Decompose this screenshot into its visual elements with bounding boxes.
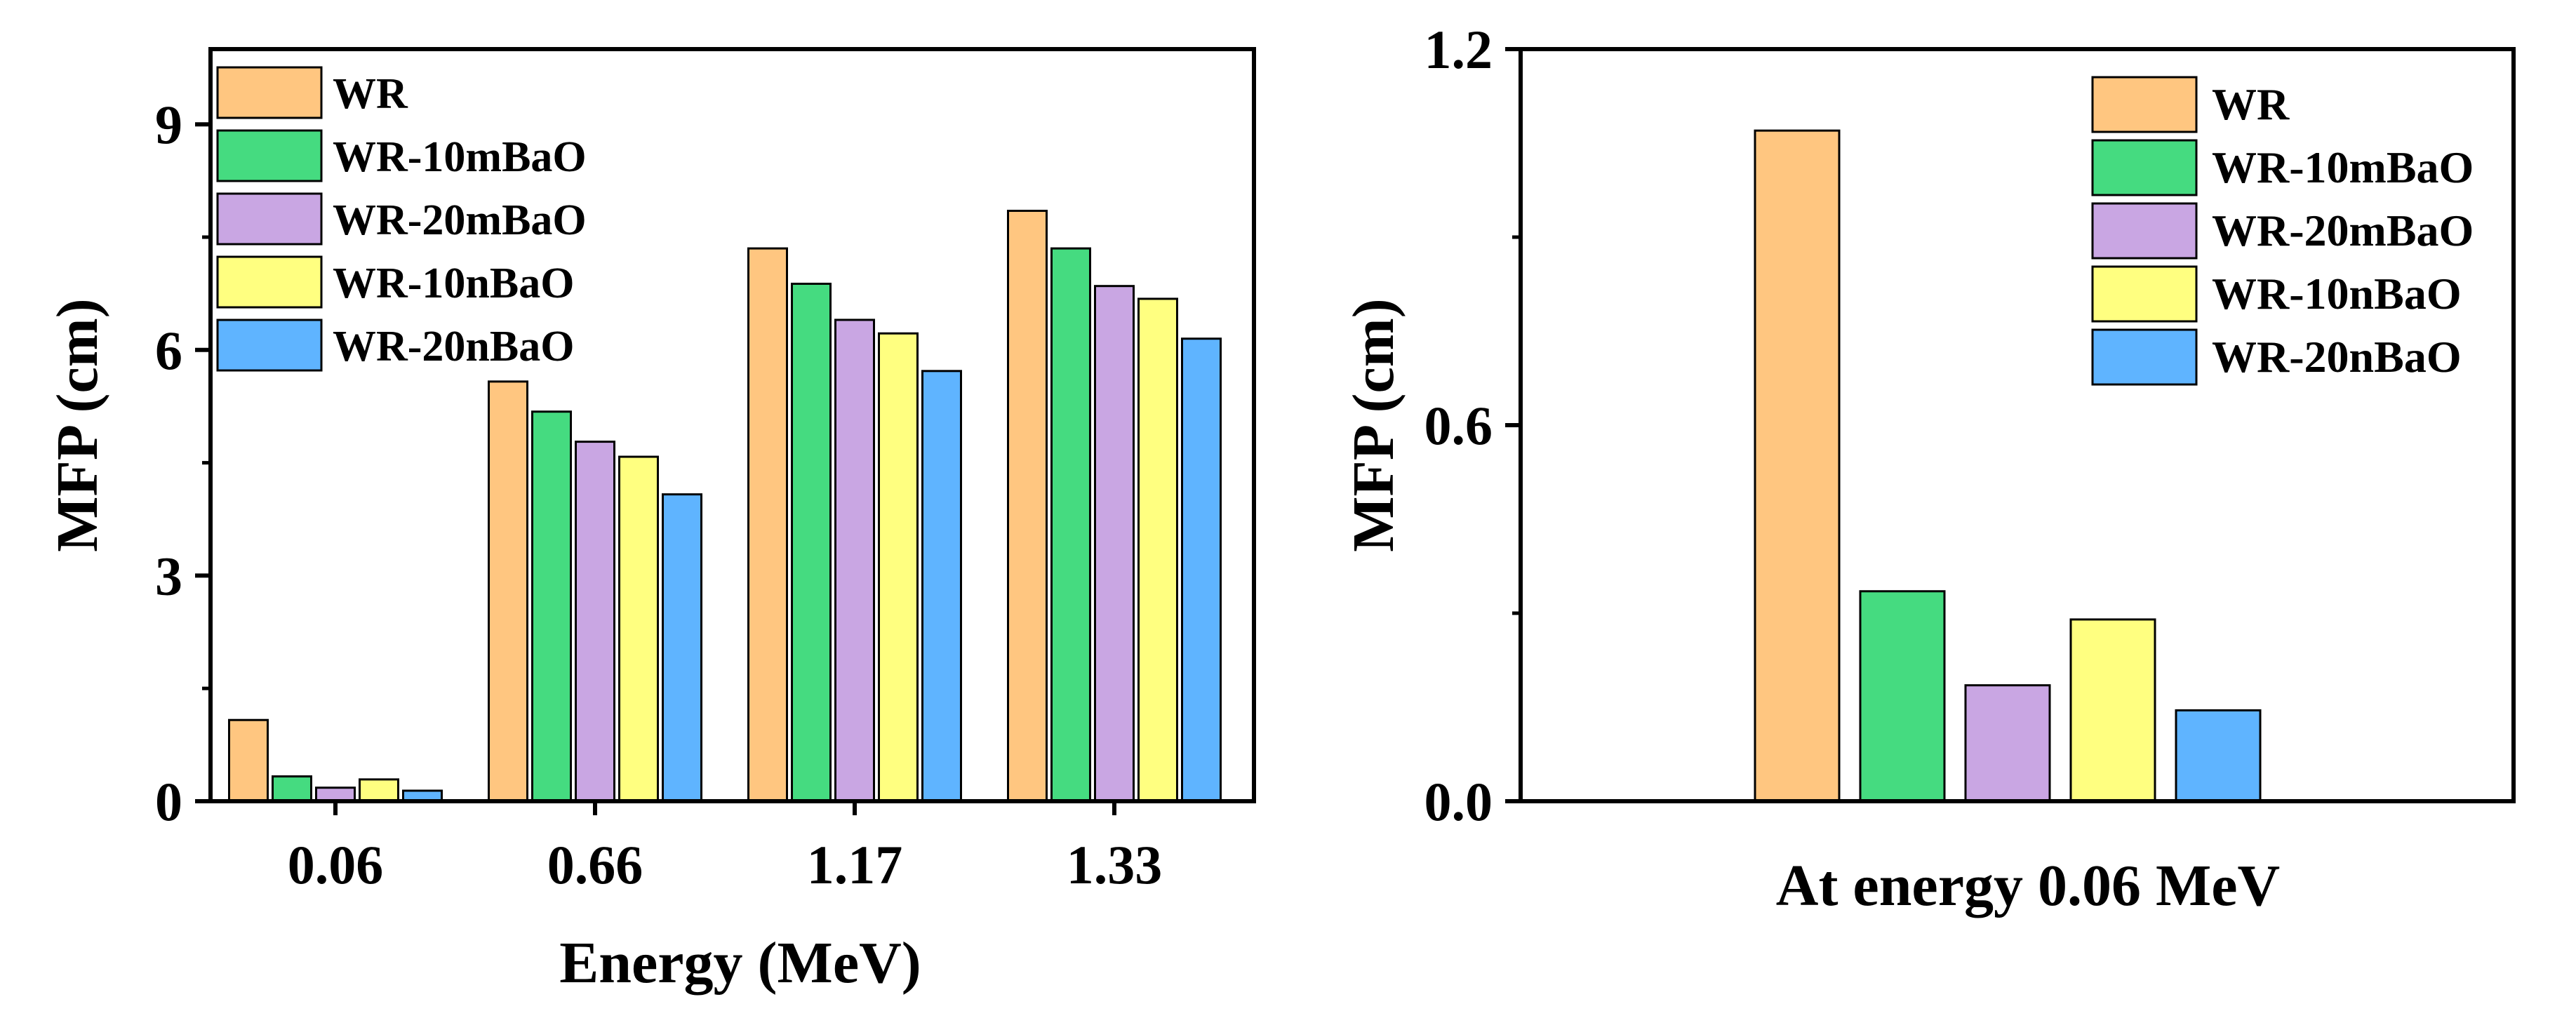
bar-wr-20mbao-0_66 <box>575 441 615 803</box>
y-tick-label: 6 <box>155 320 182 381</box>
legend-swatch-wr-20mbao <box>2091 202 2198 260</box>
bar-wr-1_33 <box>1007 209 1048 803</box>
bar-wr-10nbao-1_17 <box>878 332 919 803</box>
legend-swatch-wr-10nbao <box>2091 265 2198 323</box>
legend-swatch-wr-10mbao <box>2091 139 2198 196</box>
bar-wr-10mbao-0_06 <box>272 775 312 803</box>
legend-label-wr-10nbao: WR-10nBaO <box>2212 269 2462 319</box>
legend-swatch-wr <box>2091 76 2198 133</box>
y-tick-label: 0.6 <box>1424 395 1493 456</box>
legend-label-wr-10mbao: WR-10mBaO <box>2212 142 2474 192</box>
x-tick-label: 1.33 <box>1067 834 1163 895</box>
left-chart: 0 3 6 9 0.06 0.66 1.17 1.33 Energy (MeV) MFP (cm)… <box>45 47 1256 996</box>
y-tick-label: 0.0 <box>1424 771 1493 832</box>
legend-swatch-wr-20mbao <box>216 192 323 246</box>
x-tick-label: 0.06 <box>288 834 384 895</box>
legend-label-wr-20nbao: WR-20nBaO <box>2212 332 2462 382</box>
bar-wr-10nbao-0_06 <box>2069 618 2156 803</box>
bar-wr-10mbao-0_06 <box>1859 590 1946 803</box>
bar-wr-10nbao-0_06 <box>359 778 399 803</box>
legend-label-wr-10mbao: WR-10mBaO <box>333 133 587 181</box>
legend-label-wr-20nbao: WR-20nBaO <box>333 323 574 370</box>
bar-wr-0_06 <box>228 718 269 803</box>
bar-wr-20mbao-1_17 <box>834 319 875 803</box>
x-tick-label: 1.17 <box>807 834 903 895</box>
y-axis-title: MFP (cm) <box>45 298 110 551</box>
bar-wr-20nbao-1_17 <box>921 370 962 803</box>
bar-wr-20nbao-0_66 <box>662 493 702 803</box>
legend-swatch-wr-10nbao <box>216 255 323 309</box>
legend-label-wr-20mbao: WR-20mBaO <box>333 196 587 244</box>
right-chart: 0.0 0.6 1.2 At energy 0.06 MeV MFP (cm) WR WR-… <box>1341 19 2516 918</box>
legend-label-wr: WR <box>2212 79 2290 129</box>
y-tick-label: 9 <box>155 94 182 155</box>
bar-wr-1_17 <box>747 247 788 803</box>
bar-wr-20mbao-0_06 <box>1964 684 2051 803</box>
bar-wr-20nbao-0_06 <box>2175 709 2262 803</box>
bar-wr-10mbao-0_66 <box>531 410 572 803</box>
x-tick-label: 0.66 <box>547 834 643 895</box>
legend-swatch-wr-20nbao <box>216 319 323 372</box>
y-tick-label: 0 <box>155 771 182 832</box>
bar-wr-20mbao-1_33 <box>1094 285 1135 803</box>
bar-wr-10nbao-0_66 <box>618 455 659 803</box>
legend-label-wr-10nbao: WR-10nBaO <box>333 260 574 307</box>
bar-wr-0_06 <box>1754 129 1841 803</box>
legend-label-wr: WR <box>333 70 408 118</box>
bar-wr-0_66 <box>488 380 528 803</box>
bar-wr-10nbao-1_33 <box>1137 297 1178 803</box>
legend-swatch-wr-20nbao <box>2091 328 2198 386</box>
x-axis-title: Energy (MeV) <box>559 930 921 996</box>
bar-wr-10mbao-1_17 <box>791 282 832 803</box>
y-tick-label: 3 <box>155 545 182 606</box>
y-tick-label: 1.2 <box>1424 19 1493 80</box>
x-axis-title: At energy 0.06 MeV <box>1776 853 2280 918</box>
bar-wr-20nbao-1_33 <box>1181 337 1222 803</box>
plot-frame <box>208 47 1256 803</box>
y-axis-title: MFP (cm) <box>1341 298 1406 551</box>
legend-swatch-wr-10mbao <box>216 129 323 182</box>
legend-swatch-wr <box>216 66 323 119</box>
bar-wr-10mbao-1_33 <box>1050 247 1091 803</box>
legend-label-wr-20mbao: WR-20mBaO <box>2212 206 2474 255</box>
